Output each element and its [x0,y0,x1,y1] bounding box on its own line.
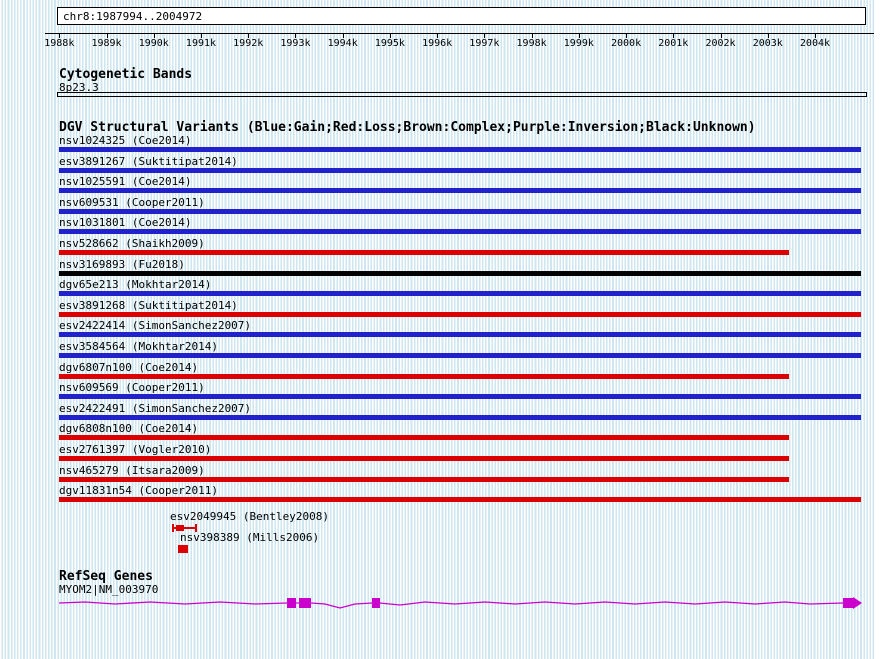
ruler-tick-label: 1998k [516,38,547,49]
variant-label[interactable]: dgv65e213 (Mokhtar2014) [59,278,212,291]
ruler-tick-label: 2000k [610,38,642,49]
ruler-tick-label: 1993k [280,38,311,49]
variant-bar[interactable] [178,545,188,553]
cytoband-label: 8p23.3 [59,81,99,94]
ruler-tick [295,33,297,38]
gene-name-label[interactable]: MYOM2|NM_003970 [59,583,159,596]
refseq-genes-title: RefSeq Genes [59,569,153,584]
ruler-tick-label: 1996k [422,38,453,49]
ruler-tick [153,33,155,38]
ruler-tick [531,33,533,38]
gene-glyph-myom2[interactable] [55,592,870,616]
gene-exon[interactable] [287,598,296,608]
gene-exon[interactable] [299,598,311,608]
ruler-tick-label: 1999k [563,38,594,49]
variant-label[interactable]: esv2422414 (SimonSanchez2007) [59,319,252,332]
variant-label[interactable]: nsv528662 (Shaikh2009) [59,237,205,250]
variant-label[interactable]: esv2761397 (Vogler2010) [59,443,212,456]
whisker-right-cap [195,524,197,532]
variant-label[interactable]: nsv3169893 (Fu2018) [59,258,185,271]
variant-bar[interactable] [59,497,861,502]
variant-label[interactable]: nsv1024325 (Coe2014) [59,134,192,147]
cytoband-glyph[interactable] [57,92,867,97]
ruler-tick-label: 1992k [233,38,264,49]
ruler-tick [342,33,344,38]
ruler-tick-label: 2004k [799,38,831,49]
ruler-tick [673,33,675,38]
ruler-tick [814,33,816,38]
variant-bar[interactable] [59,229,861,234]
variant-bar[interactable] [59,250,789,255]
variant-bar[interactable] [59,168,861,173]
ruler-tick-label: 1994k [327,38,358,49]
variant-bar[interactable] [59,147,861,152]
ruler-tick [248,33,250,38]
variant-label[interactable]: dgv11831n54 (Cooper2011) [59,484,218,497]
variant-label[interactable]: esv2049945 (Bentley2008) [170,510,329,523]
variant-bar[interactable] [59,188,861,193]
variant-label[interactable]: nsv1025591 (Coe2014) [59,175,192,188]
variant-bar[interactable] [59,394,861,399]
ruler-tick [720,33,722,38]
variant-bar[interactable] [59,415,861,420]
variant-bar[interactable] [59,353,861,358]
variant-bar[interactable] [59,209,861,214]
gene-intron-line [58,601,844,609]
variant-label[interactable]: esv3891268 (Suktitipat2014) [59,299,238,312]
region-position-box: chr8:1987994..2004972 [57,7,866,25]
ruler-tick [767,33,769,38]
ruler-line [45,33,874,34]
variant-label[interactable]: esv2422491 (SimonSanchez2007) [59,402,252,415]
variant-bar[interactable] [59,435,789,440]
ruler-tick [106,33,108,38]
variant-label[interactable]: dgv6807n100 (Coe2014) [59,361,199,374]
variant-label[interactable]: nsv465279 (Itsara2009) [59,464,205,477]
ruler-tick-label: 1991k [185,38,217,49]
variant-label[interactable]: nsv398389 (Mills2006) [180,531,320,544]
ruler-tick [200,33,202,38]
ruler-tick [484,33,486,38]
variant-label[interactable]: nsv609569 (Cooper2011) [59,381,205,394]
variant-label[interactable]: nsv609531 (Cooper2011) [59,196,205,209]
ruler-tick [59,33,61,38]
ruler-tick-label: 1997k [469,38,500,49]
variant-bar[interactable] [59,332,861,337]
ruler-tick-label: 1990k [138,38,169,49]
region-position-label: chr8:1987994..2004972 [63,9,203,23]
ruler-tick-label: 2002k [705,38,736,49]
ruler-tick-label: 1988k [44,38,75,49]
ruler-tick-label: 1989k [91,38,122,49]
variant-label[interactable]: nsv1031801 (Coe2014) [59,216,192,229]
ruler-tick [389,33,391,38]
variant-bar[interactable] [59,477,789,482]
variant-label[interactable]: esv3584564 (Mokhtar2014) [59,340,218,353]
ruler-tick-label: 1995k [374,38,405,49]
ruler-tick [578,33,580,38]
variant-label[interactable]: dgv6808n100 (Coe2014) [59,422,199,435]
variant-bar[interactable] [59,271,861,276]
cytogenetic-bands-title: Cytogenetic Bands [59,67,193,82]
whisker-center-box [176,525,184,531]
dgv-structural-variants-title: DGV Structural Variants (Blue:Gain;Red:L… [59,120,756,135]
gene-exon[interactable] [372,598,380,608]
variant-bar[interactable] [59,374,789,379]
ruler-tick [626,33,628,38]
variant-bar[interactable] [59,312,861,317]
ruler-tick-label: 2003k [752,38,783,49]
whisker-line [172,527,197,529]
variant-bar[interactable] [59,291,861,296]
gene-direction-arrow [853,597,862,609]
ruler-tick [437,33,439,38]
variant-label[interactable]: esv3891267 (Suktitipat2014) [59,155,238,168]
ruler-tick-label: 2001k [658,38,689,49]
gene-exon[interactable] [843,598,853,608]
variant-bar[interactable] [59,456,789,461]
right-margin [874,0,890,659]
variant-bar-whisker[interactable] [172,524,197,532]
